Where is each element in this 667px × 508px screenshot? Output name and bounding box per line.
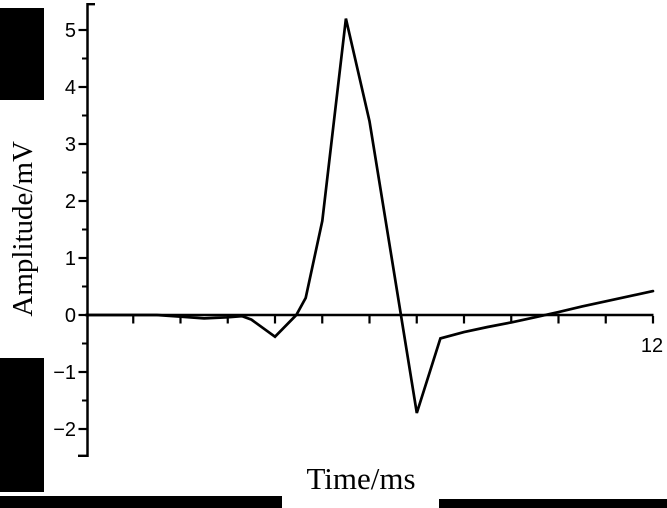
y-tick-label: −1 bbox=[53, 362, 76, 384]
waveform-line bbox=[84, 18, 655, 414]
y-tick-label: 5 bbox=[65, 20, 76, 42]
redaction-bar-bottom-right bbox=[439, 499, 667, 508]
y-axis-title: Amplitude/mV bbox=[6, 141, 39, 317]
redaction-bar-bottom-left bbox=[0, 496, 282, 508]
y-tick-label: 2 bbox=[65, 191, 76, 213]
y-tick-label: 3 bbox=[65, 134, 76, 156]
y-tick-label: 4 bbox=[65, 77, 76, 99]
redaction-bar-top-left bbox=[0, 8, 44, 100]
y-tick-label: 0 bbox=[65, 305, 76, 327]
y-tick-label: −2 bbox=[53, 419, 76, 441]
redaction-bar-mid-left bbox=[0, 358, 44, 492]
x-axis-title: Time/ms bbox=[306, 461, 416, 496]
y-tick-label: 1 bbox=[65, 248, 76, 270]
x-tick-label-12: 12 bbox=[641, 335, 663, 357]
y-axis-title-box: Amplitude/mV bbox=[0, 100, 46, 358]
